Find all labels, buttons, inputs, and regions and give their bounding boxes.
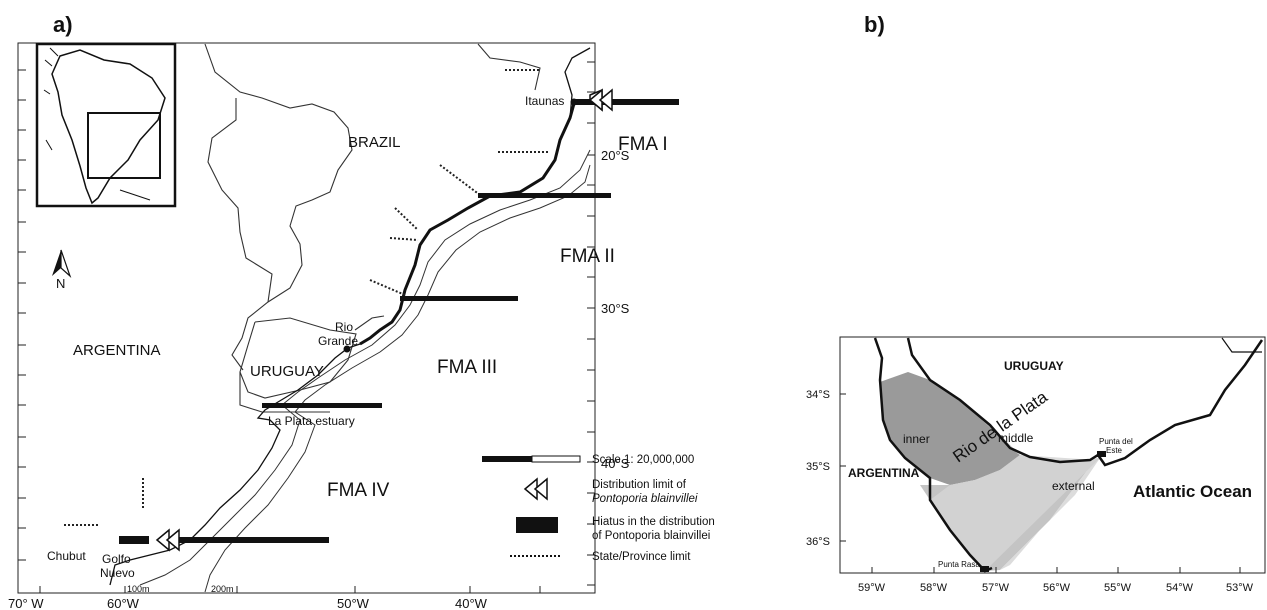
state-limits [64,69,550,526]
argentina-coast [873,337,993,573]
punta-este-2: Este [1106,446,1123,455]
fma-2-label: FMA II [560,246,615,267]
legend-dist-1: Distribution limit of [592,479,687,491]
map-a: N BRAZIL ARGENTINA URUGUAY FMA I FMA II … [8,42,715,610]
lat-20s: 20°S [601,148,630,163]
lat-35s: 35°S [806,461,830,473]
itaunas-dot [570,98,578,106]
legend-hiatus-swatch [516,517,558,533]
lon-55w: 55°W [1104,582,1132,594]
north-arrow-icon [52,249,72,278]
fma-1-label: FMA I [618,134,668,155]
lon-59w: 59°W [858,582,886,594]
isobath-200m [204,164,591,593]
place-nuevo: Nuevo [100,566,135,580]
lon-57w: 57°W [982,582,1010,594]
lat-30s: 30°S [601,301,630,316]
map-b-ticks [840,393,1241,573]
distribution-coastline [359,99,577,346]
map-a-frame [17,42,596,594]
ocean-label: Atlantic Ocean [1133,482,1252,501]
fma-3-label: FMA III [437,357,497,378]
place-grande: Grande [318,334,358,348]
legend-hiatus-2: of Pontoporia blainvillei [592,530,710,542]
isobath-100-label: 100m [127,584,150,594]
legend-scale: Scale 1: 20,000,000 [592,454,694,466]
legend-dist-2: Pontoporia blainvillei [592,493,698,505]
border-brazil [1221,337,1262,353]
panel-b-label: b) [864,12,885,37]
lon-50w: 50°W [337,596,370,610]
zone-external-label: external [1052,479,1095,493]
legend: Scale 1: 20,000,000 Distribution limit o… [482,454,715,563]
place-itaunas: Itaunas [525,94,564,108]
country-uruguay: URUGUAY [250,363,324,380]
lat-40s: 40°S [601,456,630,471]
distribution-limit-south-icon [155,528,180,552]
fma-boundaries [160,99,679,543]
b-country-argentina: ARGENTINA [848,466,920,480]
lon-40w: 40°W [455,596,488,610]
legend-hiatus-1: Hiatus in the distribution [592,516,715,528]
b-country-uruguay: URUGUAY [1004,359,1064,373]
uruguay-coast [906,337,1264,467]
coastline [109,47,591,586]
distribution-limit-north-icon [588,88,613,112]
punta-rasa: Punta Rasa [938,560,980,569]
place-golfo: Golfo [102,552,131,566]
place-rio: Rio [335,320,353,334]
lat-36s: 36°S [806,536,830,548]
lon-56w: 56°W [1043,582,1071,594]
place-la-plata: La Plata estuary [268,414,355,428]
hiatus-mark [119,536,149,544]
inset-map [35,42,177,208]
punta-rasa-mark [980,566,989,572]
north-label: N [56,276,65,291]
country-argentina: ARGENTINA [73,342,161,359]
lon-60w: 60°W [107,596,140,610]
isobath-200-label: 200m [211,584,234,594]
lon-53w: 53°W [1226,582,1254,594]
lon-70w: 70° W [8,596,44,610]
rio-grande-dot [343,345,351,353]
place-chubut: Chubut [47,549,86,563]
lon-58w: 58°W [920,582,948,594]
legend-state: State/Province limit [592,551,691,563]
fma-4-label: FMA IV [327,480,390,501]
lon-54w: 54°W [1166,582,1194,594]
legend-distribution-icon [523,477,548,501]
isobath-100m [139,149,591,586]
zone-inner [880,372,1020,485]
map-a-left-ticks [18,61,595,593]
punta-este-1: Punta del [1099,437,1133,446]
punta-este-mark [1097,451,1106,457]
zone-middle-external [930,455,1100,571]
zone-middle-label: middle [998,431,1034,445]
zone-inner-label: inner [903,432,930,446]
map-b: URUGUAY ARGENTINA Atlantic Ocean Rio de … [806,336,1266,594]
country-brazil: BRAZIL [348,134,401,151]
lat-34s: 34°S [806,389,830,401]
panel-a-label: a) [53,12,73,37]
country-borders [204,43,541,413]
